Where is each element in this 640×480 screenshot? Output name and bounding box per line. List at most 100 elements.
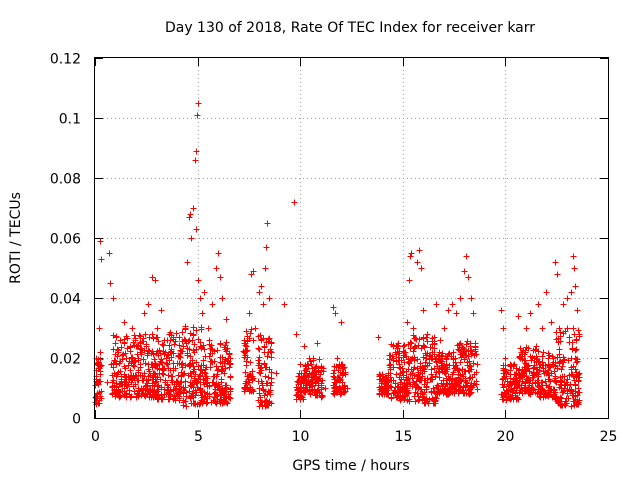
data-point bbox=[314, 388, 321, 395]
data-point bbox=[424, 338, 431, 345]
data-point bbox=[175, 353, 182, 360]
data-point bbox=[449, 301, 456, 308]
data-point bbox=[316, 356, 323, 363]
data-point bbox=[255, 357, 262, 364]
data-point bbox=[172, 386, 179, 393]
data-point bbox=[113, 333, 120, 340]
data-point bbox=[554, 271, 561, 278]
data-point bbox=[182, 378, 189, 385]
data-point bbox=[539, 325, 546, 332]
data-point bbox=[258, 367, 265, 374]
data-point bbox=[331, 367, 338, 374]
data-point bbox=[198, 326, 205, 333]
data-point bbox=[173, 330, 180, 337]
data-point bbox=[206, 337, 213, 344]
data-point bbox=[314, 340, 321, 347]
data-point bbox=[195, 336, 202, 343]
data-point bbox=[256, 390, 263, 397]
data-point bbox=[130, 373, 137, 380]
data-point bbox=[97, 368, 104, 375]
data-point bbox=[322, 385, 329, 392]
data-point bbox=[145, 347, 152, 354]
data-point bbox=[468, 295, 475, 302]
data-point bbox=[114, 346, 121, 353]
data-point bbox=[152, 379, 159, 386]
data-point bbox=[560, 301, 567, 308]
data-point bbox=[140, 386, 147, 393]
data-point bbox=[149, 331, 156, 338]
data-point bbox=[195, 100, 202, 107]
data-point bbox=[187, 211, 194, 218]
y-tick-label: 0 bbox=[72, 412, 81, 428]
data-point bbox=[201, 381, 208, 388]
data-point bbox=[319, 393, 326, 400]
data-point bbox=[428, 366, 435, 373]
data-point bbox=[242, 352, 249, 359]
data-point bbox=[297, 396, 304, 403]
data-point bbox=[401, 342, 408, 349]
data-point bbox=[245, 373, 252, 380]
data-point bbox=[539, 353, 546, 360]
data-point bbox=[97, 238, 104, 245]
data-point bbox=[575, 385, 582, 392]
data-point bbox=[203, 399, 210, 406]
data-point bbox=[187, 353, 194, 360]
data-point bbox=[457, 295, 464, 302]
data-point bbox=[240, 348, 247, 355]
data-point bbox=[498, 307, 505, 314]
data-point bbox=[564, 295, 571, 302]
data-point bbox=[186, 214, 193, 221]
data-point bbox=[183, 403, 190, 410]
data-point bbox=[176, 334, 183, 341]
data-point bbox=[199, 400, 206, 407]
data-point bbox=[167, 337, 174, 344]
data-point bbox=[558, 366, 565, 373]
data-point bbox=[259, 382, 266, 389]
data-point bbox=[302, 363, 309, 370]
data-point bbox=[215, 250, 222, 257]
data-point bbox=[264, 353, 271, 360]
data-point bbox=[572, 382, 579, 389]
data-point bbox=[180, 384, 187, 391]
data-point bbox=[194, 112, 201, 119]
data-point bbox=[436, 374, 443, 381]
data-point bbox=[215, 366, 222, 373]
data-point bbox=[187, 360, 194, 367]
data-point bbox=[262, 398, 269, 405]
data-point bbox=[160, 342, 167, 349]
data-point bbox=[145, 301, 152, 308]
data-point bbox=[474, 361, 481, 368]
data-point bbox=[222, 346, 229, 353]
data-point bbox=[176, 342, 183, 349]
data-point bbox=[204, 390, 211, 397]
data-point bbox=[157, 350, 164, 357]
data-point bbox=[262, 373, 269, 380]
data-point bbox=[209, 347, 216, 354]
data-point bbox=[192, 157, 199, 164]
x-tick-label: 25 bbox=[600, 429, 618, 445]
data-point bbox=[261, 343, 268, 350]
data-point bbox=[138, 351, 145, 358]
y-tick-label: 0.1 bbox=[59, 112, 81, 128]
y-tick-label: 0.12 bbox=[50, 52, 81, 68]
data-point bbox=[266, 295, 273, 302]
data-point bbox=[123, 390, 130, 397]
data-point bbox=[193, 148, 200, 155]
data-point bbox=[248, 374, 255, 381]
data-point bbox=[98, 256, 105, 263]
data-point bbox=[184, 352, 191, 359]
data-point bbox=[262, 265, 269, 272]
data-point bbox=[313, 392, 320, 399]
data-point bbox=[193, 327, 200, 334]
data-point bbox=[220, 392, 227, 399]
data-point bbox=[247, 359, 254, 366]
data-point bbox=[126, 391, 133, 398]
data-point bbox=[132, 337, 139, 344]
data-point bbox=[535, 301, 542, 308]
data-point bbox=[107, 280, 114, 287]
data-point bbox=[227, 388, 234, 395]
data-point bbox=[219, 295, 226, 302]
data-point bbox=[330, 370, 337, 377]
data-point bbox=[219, 363, 226, 370]
data-point bbox=[437, 337, 444, 344]
